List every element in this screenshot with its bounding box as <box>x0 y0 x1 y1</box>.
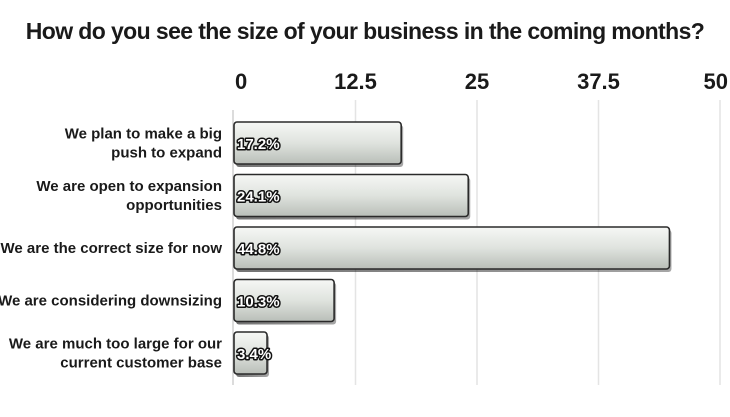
data-label: 24.1% <box>237 189 280 206</box>
bar <box>233 278 335 323</box>
bar <box>233 121 402 165</box>
category-label: We are much too large for our current cus… <box>9 336 222 372</box>
bar <box>233 173 470 218</box>
bar <box>233 226 671 270</box>
data-label: 17.2% <box>237 136 280 153</box>
category-label: We are considering downsizing <box>0 293 222 310</box>
data-label: 44.8% <box>237 241 280 258</box>
bar-group: 17.2% <box>233 121 404 167</box>
category-label: We are open to expansion opportunities <box>36 178 222 214</box>
chart-title: How do you see the size of your business… <box>25 18 705 44</box>
bars: 17.2% 24.1% 44.8% 10.3% 3.4% <box>233 121 672 377</box>
x-axis-ticks: 0 12.5 25 37.5 50 <box>235 69 728 94</box>
category-label: We plan to make a big push to expand <box>65 126 222 162</box>
bar-group: 24.1% <box>233 173 471 220</box>
x-tick-label: 50 <box>704 69 728 94</box>
x-tick-label: 0 <box>235 69 247 94</box>
x-tick-label: 12.5 <box>334 69 377 94</box>
category-label: We are the correct size for now <box>1 240 223 257</box>
bar-group: 44.8% <box>233 226 672 272</box>
bar <box>233 331 268 375</box>
bar-group: 10.3% <box>233 278 337 325</box>
data-label: 3.4% <box>237 346 271 363</box>
data-label: 10.3% <box>237 294 280 311</box>
x-tick-label: 37.5 <box>577 69 620 94</box>
category-labels: We plan to make a big push to expand We ar… <box>0 126 222 372</box>
x-tick-label: 25 <box>465 69 489 94</box>
bar-group: 3.4% <box>233 331 273 377</box>
